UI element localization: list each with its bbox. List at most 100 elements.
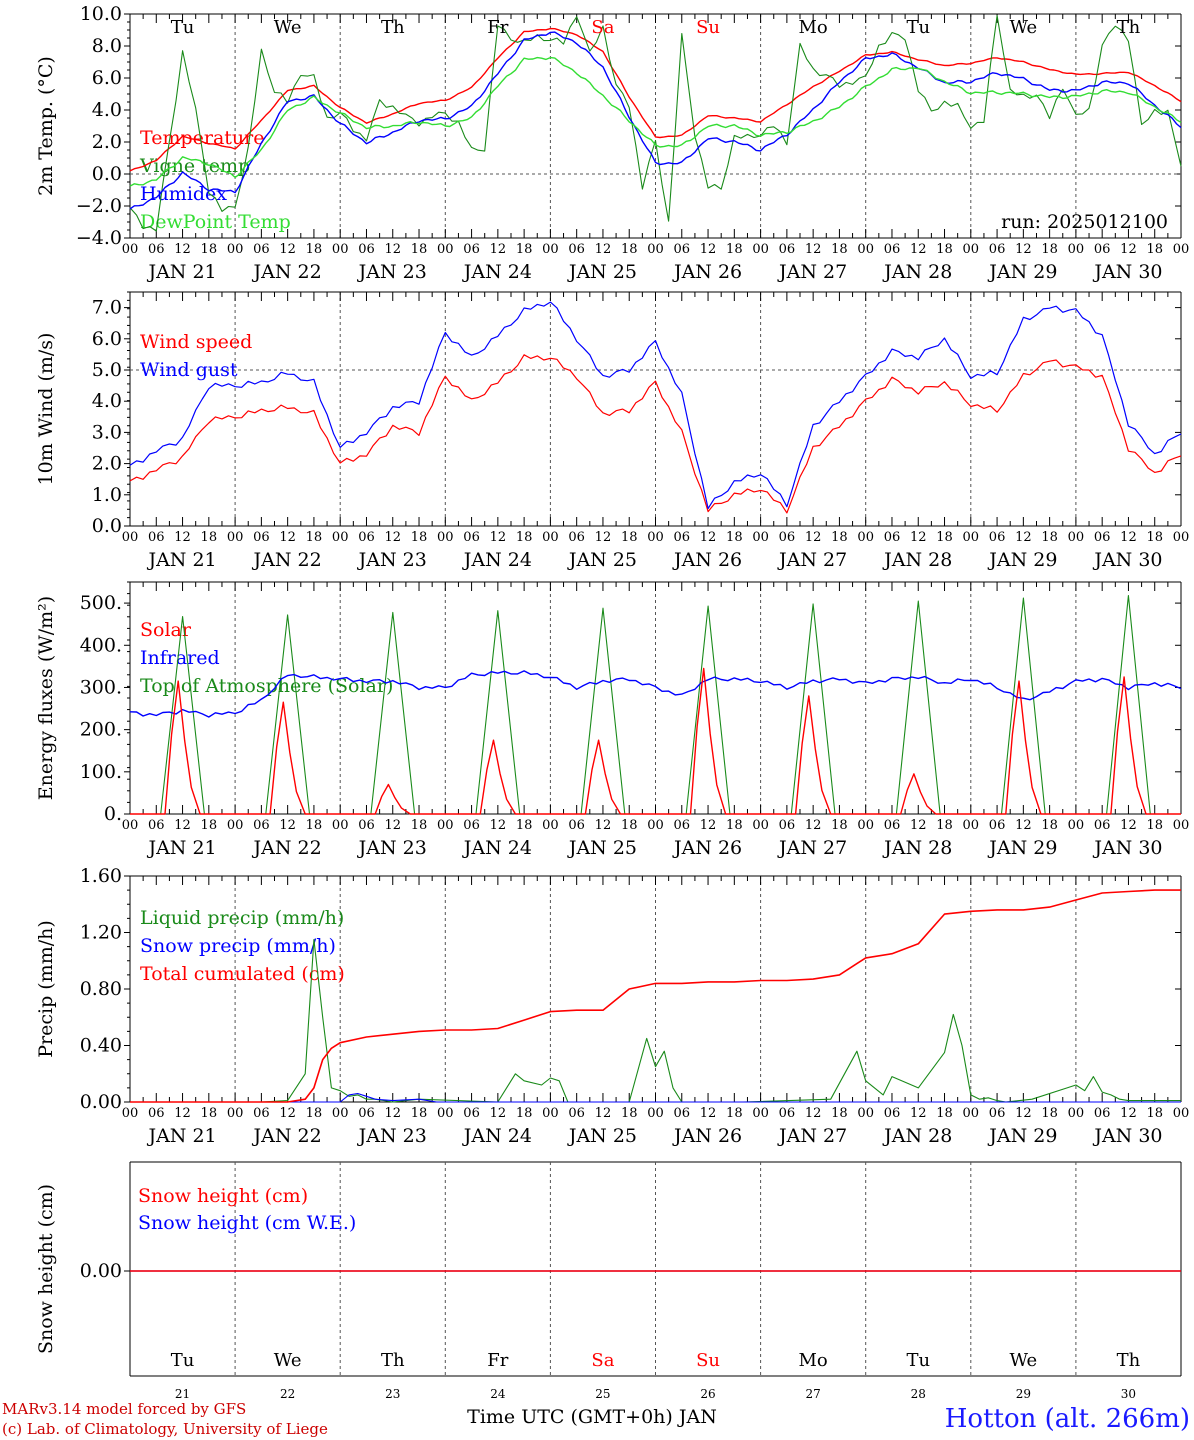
- hour-tick-label: 12: [490, 530, 507, 545]
- weekday-label: Th: [1117, 1350, 1141, 1371]
- hour-tick-label: 12: [1120, 242, 1137, 257]
- hour-tick-label: 12: [910, 242, 927, 257]
- hour-tick-label: 06: [148, 1106, 165, 1121]
- hour-tick-label: 00: [752, 818, 769, 833]
- hour-tick-label: 06: [463, 818, 480, 833]
- hour-tick-label: 00: [542, 818, 559, 833]
- day-number: 23: [385, 1387, 400, 1401]
- hour-tick-label: 06: [463, 530, 480, 545]
- hour-tick-label: 00: [227, 1106, 244, 1121]
- legend-entry: Wind gust: [140, 359, 238, 381]
- hour-tick-label: 06: [779, 1106, 796, 1121]
- y-tick-label: 6.0: [92, 67, 122, 89]
- hour-tick-label: 18: [516, 818, 533, 833]
- date-label: JAN 21: [146, 837, 216, 859]
- weekday-label: Th: [381, 17, 405, 38]
- panel-snow: 0.00 Snow height (cm) Snow height (cm) Snow…: [35, 1161, 1182, 1401]
- hour-tick-label: 06: [674, 242, 691, 257]
- date-label: JAN 22: [252, 1125, 322, 1147]
- weekday-label: Su: [696, 1350, 720, 1371]
- date-label: JAN 30: [1092, 549, 1162, 571]
- y-tick-label: 4.0: [92, 99, 122, 121]
- legend-entry: Top of Atmosphere (Solar): [140, 675, 393, 697]
- weekday-label: Su: [696, 17, 720, 38]
- hour-tick-label: 12: [595, 818, 612, 833]
- hour-tick-label: 06: [989, 1106, 1006, 1121]
- hour-tick-label: 12: [805, 818, 822, 833]
- hour-tick-label: 12: [174, 242, 191, 257]
- hour-tick-label: 12: [595, 242, 612, 257]
- hour-tick-label: 06: [989, 242, 1006, 257]
- hour-tick-label: 00: [227, 242, 244, 257]
- hour-tick-label: 18: [936, 530, 953, 545]
- hour-tick-label: 06: [253, 242, 270, 257]
- legend-entry: Snow precip (mm/h): [140, 935, 336, 957]
- weekday-label: Tu: [171, 17, 195, 38]
- weekday-label: We: [1010, 1350, 1038, 1371]
- hour-tick-label: 06: [253, 1106, 270, 1121]
- hour-tick-label: 00: [647, 1106, 664, 1121]
- date-label: JAN 26: [672, 261, 742, 283]
- weekday-label: Mo: [799, 17, 828, 38]
- hour-tick-label: 06: [884, 242, 901, 257]
- hour-tick-label: 18: [621, 530, 638, 545]
- hour-tick-label: 06: [358, 530, 375, 545]
- hour-tick-label: 18: [306, 818, 323, 833]
- hour-tick-label: 06: [1094, 1106, 1111, 1121]
- date-label: JAN 23: [357, 1125, 427, 1147]
- date-label: JAN 27: [777, 837, 847, 859]
- hour-tick-label: 00: [857, 530, 874, 545]
- hour-tick-label: 06: [358, 242, 375, 257]
- weekday-label: Sa: [591, 1350, 614, 1371]
- hour-tick-label: 18: [936, 1106, 953, 1121]
- series-line: [130, 667, 1181, 815]
- hour-tick-label: 00: [437, 1106, 454, 1121]
- y-tick-label: 500.: [80, 592, 122, 614]
- hour-tick-label: 00: [122, 1106, 139, 1121]
- hour-tick-label: 00: [332, 242, 349, 257]
- hour-tick-label: 18: [201, 818, 218, 833]
- date-label: JAN 22: [252, 837, 322, 859]
- hour-tick-label: 06: [884, 818, 901, 833]
- hour-tick-label: 06: [989, 530, 1006, 545]
- hour-tick-label: 12: [910, 818, 927, 833]
- hour-tick-label: 00: [752, 242, 769, 257]
- hour-tick-label: 00: [1173, 818, 1190, 833]
- date-label: JAN 28: [882, 549, 952, 571]
- hour-tick-label: 00: [542, 530, 559, 545]
- hour-tick-label: 12: [1120, 818, 1137, 833]
- date-label: JAN 25: [567, 549, 637, 571]
- hour-tick-label: 06: [884, 530, 901, 545]
- hour-tick-label: 12: [1015, 242, 1032, 257]
- hour-tick-label: 12: [1120, 530, 1137, 545]
- hour-tick-label: 00: [752, 1106, 769, 1121]
- hour-tick-label: 00: [122, 530, 139, 545]
- hour-tick-label: 00: [647, 242, 664, 257]
- y-tick-label: 400.: [80, 634, 122, 656]
- date-label: JAN 28: [882, 261, 952, 283]
- hour-tick-label: 00: [857, 242, 874, 257]
- hour-tick-label: 06: [463, 242, 480, 257]
- hour-tick-label: 06: [674, 530, 691, 545]
- hour-tick-label: 00: [1173, 1106, 1190, 1121]
- hour-tick-label: 06: [989, 818, 1006, 833]
- series-line: [130, 889, 1181, 1103]
- hour-tick-label: 00: [1068, 242, 1085, 257]
- hour-tick-label: 18: [621, 242, 638, 257]
- hour-tick-label: 06: [779, 242, 796, 257]
- hour-tick-label: 00: [542, 1106, 559, 1121]
- date-label: JAN 30: [1092, 261, 1162, 283]
- hour-tick-label: 12: [384, 818, 401, 833]
- y-axis-label: 2m Temp. (°C): [35, 56, 57, 196]
- date-label: JAN 23: [357, 261, 427, 283]
- hour-tick-label: 06: [568, 1106, 585, 1121]
- weekday-label: Sa: [591, 17, 614, 38]
- y-tick-label: 1.0: [92, 484, 122, 506]
- day-number: 26: [700, 1387, 715, 1401]
- day-number: 29: [1016, 1387, 1031, 1401]
- y-tick-label: 200.: [80, 719, 122, 741]
- hour-tick-label: 00: [122, 818, 139, 833]
- y-tick-label: 2.0: [92, 453, 122, 475]
- date-label: JAN 30: [1092, 837, 1162, 859]
